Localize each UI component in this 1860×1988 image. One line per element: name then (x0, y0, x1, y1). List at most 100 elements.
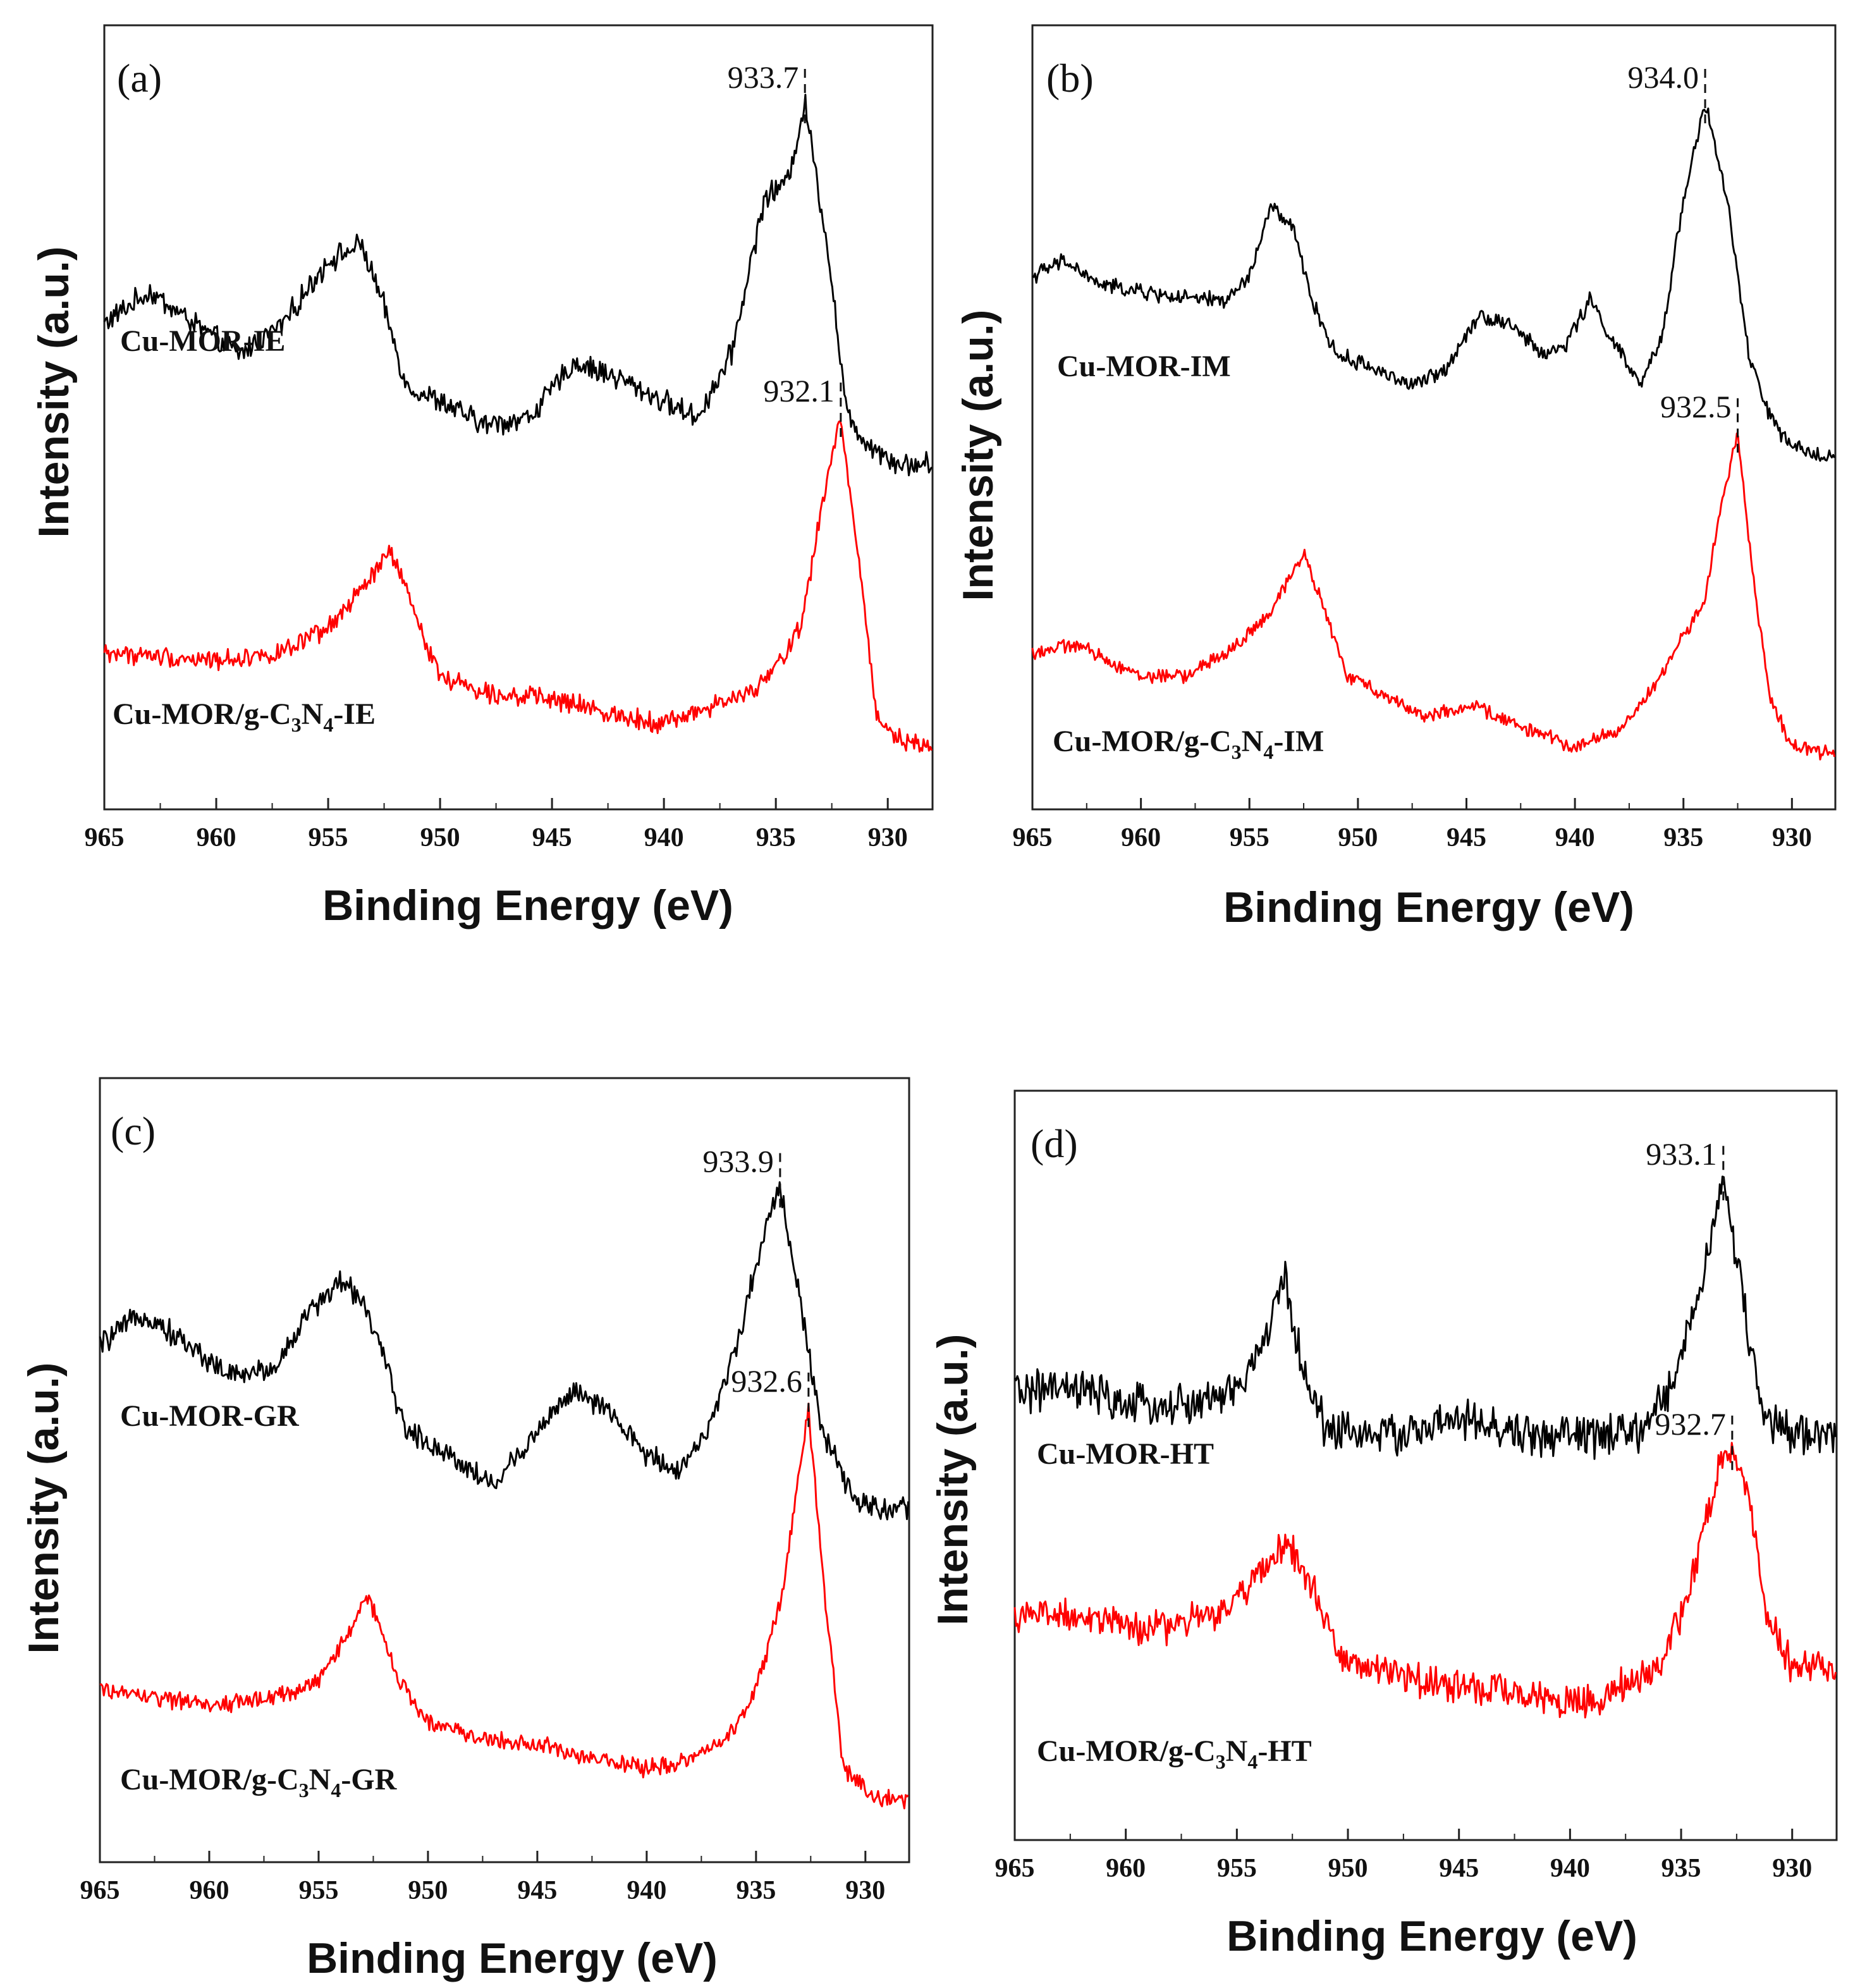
series-label-0: Cu-MOR-IM (1057, 350, 1231, 383)
x-axis-title: Binding Energy (eV) (322, 881, 733, 930)
spectrum-line-1 (1031, 433, 1836, 761)
x-ticks: 965 960 955 950 945 940 935 930 (80, 1851, 885, 1905)
x-tick-label: 945 (532, 823, 572, 852)
x-tick-label: 965 (995, 1854, 1035, 1883)
x-tick-label: 935 (756, 823, 796, 852)
x-tick-label: 960 (197, 823, 236, 852)
spectrum-line-0 (1032, 107, 1835, 462)
series-group: 933.1 932.7 (1013, 1136, 1837, 1719)
series-label-1: Cu-MOR/g-C3N4-HT (1037, 1734, 1312, 1773)
x-tick-label: 955 (298, 1876, 338, 1905)
x-tick-label: 955 (309, 823, 348, 852)
x-tick-label: 930 (868, 823, 908, 852)
x-tick-label: 940 (1550, 1854, 1590, 1883)
peak-label-1: 932.1 (763, 373, 835, 408)
panel-letter: (a) (117, 56, 162, 101)
x-ticks: 965 960 955 950 945 940 935 930 (1013, 798, 1812, 852)
x-tick-label: 930 (1772, 823, 1812, 852)
peak-label-0: 933.7 (728, 59, 799, 95)
label-part: N (302, 697, 324, 731)
label-sub: 3 (291, 713, 302, 736)
panel-c: (c) Intensity (a.u.) Binding Energy (eV)… (20, 1077, 910, 1982)
series-group: 933.7 932.1 (103, 59, 933, 753)
x-tick-label: 945 (517, 1876, 557, 1905)
label-sub: 3 (1232, 740, 1242, 763)
peak-label-1: 932.7 (1655, 1406, 1726, 1442)
label-sub: 4 (331, 1779, 341, 1801)
label-part: N (309, 1763, 331, 1796)
label-sub: 4 (1247, 1750, 1257, 1773)
x-tick-label: 950 (408, 1876, 448, 1905)
peak-label-0: 933.1 (1646, 1136, 1717, 1172)
label-part: -HT (1257, 1734, 1311, 1768)
y-axis-title: Intensity (a.u.) (929, 1334, 977, 1626)
peak-label-1: 932.6 (731, 1363, 802, 1399)
label-sub: 4 (323, 713, 333, 736)
x-axis-title: Binding Energy (eV) (1223, 883, 1634, 931)
x-ticks: 965 960 955 950 945 940 935 930 (85, 798, 908, 852)
spectrum-line-0 (1013, 1175, 1837, 1460)
x-tick-label: 940 (627, 1876, 666, 1905)
panel-letter: (c) (111, 1108, 156, 1153)
spectrum-line-0 (99, 1181, 910, 1521)
x-tick-label: 950 (1338, 823, 1378, 852)
series-group: 934.0 932.5 (1031, 59, 1836, 761)
spectrum-line-1 (103, 420, 933, 753)
label-part: N (1242, 725, 1264, 758)
x-tick-label: 930 (845, 1876, 885, 1905)
series-group: 933.9 932.6 (99, 1144, 910, 1810)
y-axis-title: Intensity (a.u.) (20, 1363, 68, 1654)
plot-frame (1013, 1089, 1838, 1841)
x-tick-label: 960 (189, 1876, 229, 1905)
panel-a: (a) Intensity (a.u.) Binding Energy (eV)… (30, 24, 934, 930)
x-ticks: 965 960 955 950 945 940 935 930 (995, 1829, 1812, 1883)
series-label-1: Cu-MOR/g-C3N4-IE (113, 697, 376, 736)
peak-label-0: 934.0 (1628, 59, 1699, 95)
label-part: Cu-MOR/g-C (1053, 725, 1232, 758)
x-tick-label: 955 (1217, 1854, 1257, 1883)
label-sub: 3 (1216, 1750, 1226, 1773)
spectrum-line-1 (1013, 1442, 1837, 1719)
label-part: Cu-MOR/g-C (113, 697, 291, 731)
x-tick-label: 935 (1661, 1854, 1701, 1883)
x-tick-label: 965 (85, 823, 125, 852)
series-label-0: Cu-MOR-GR (120, 1399, 300, 1433)
y-axis-title: Intensity (a.u.) (30, 247, 78, 538)
x-axis-title: Binding Energy (eV) (1227, 1912, 1637, 1960)
x-axis-title: Binding Energy (eV) (307, 1934, 718, 1982)
y-axis-title: Intensity (a.u.) (954, 310, 1002, 601)
x-tick-label: 950 (1328, 1854, 1368, 1883)
panel-letter: (d) (1031, 1121, 1078, 1166)
panel-d: (d) Intensity (a.u.) Binding Energy (eV)… (929, 1089, 1838, 1960)
label-part: Cu-MOR/g-C (120, 1763, 299, 1796)
label-sub: 3 (299, 1779, 309, 1801)
spectrum-line-1 (99, 1402, 909, 1810)
peak-label-0: 933.9 (702, 1144, 774, 1179)
peak-label-1: 932.5 (1660, 389, 1732, 424)
series-label-1: Cu-MOR/g-C3N4-GR (120, 1763, 398, 1801)
x-tick-label: 940 (644, 823, 684, 852)
series-label-1: Cu-MOR/g-C3N4-IM (1053, 725, 1324, 763)
label-part: Cu-MOR/g-C (1037, 1734, 1216, 1768)
label-part: -GR (341, 1763, 397, 1796)
x-tick-label: 960 (1106, 1854, 1146, 1883)
x-tick-label: 935 (1663, 823, 1703, 852)
label-part: -IM (1273, 725, 1324, 758)
series-label-0: Cu-MOR-HT (1037, 1437, 1214, 1471)
x-tick-label: 950 (420, 823, 460, 852)
x-tick-label: 955 (1230, 823, 1270, 852)
panel-b: (b) Intensity (a.u.) Binding Energy (eV)… (954, 24, 1837, 931)
x-tick-label: 935 (736, 1876, 776, 1905)
x-tick-label: 945 (1439, 1854, 1479, 1883)
x-tick-label: 930 (1772, 1854, 1812, 1883)
x-tick-label: 965 (80, 1876, 120, 1905)
panel-letter: (b) (1046, 56, 1094, 101)
x-tick-label: 965 (1013, 823, 1053, 852)
spectrum-line-0 (103, 94, 933, 477)
x-tick-label: 940 (1555, 823, 1595, 852)
label-part: N (1226, 1734, 1248, 1768)
label-part: -IE (333, 697, 376, 731)
series-label-0: Cu-MOR-IE (120, 324, 285, 358)
plot-frame (1031, 24, 1837, 811)
